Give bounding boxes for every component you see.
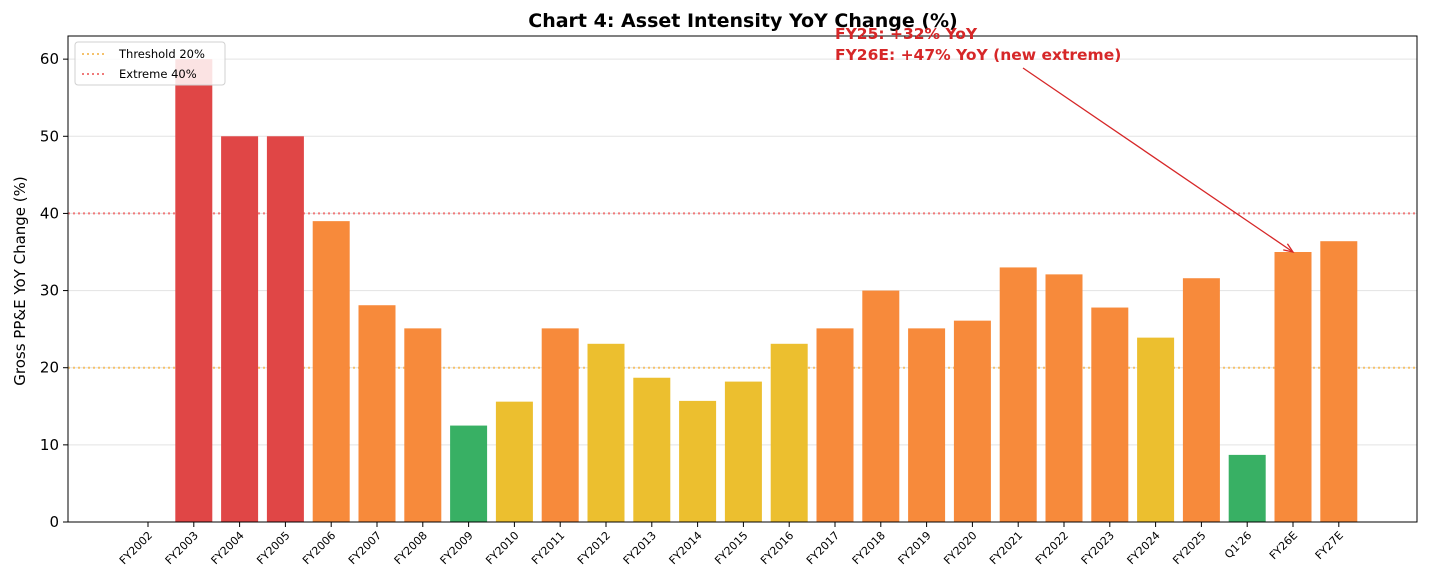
x-tick-label: FY2020 [941,529,979,567]
legend-label: Extreme 40% [119,67,197,81]
y-tick-label: 30 [40,282,59,300]
bar [633,377,671,522]
bar [587,343,625,522]
legend-label: Threshold 20% [118,47,205,61]
y-axis-label: Gross PP&E YoY Change (%) [11,176,29,386]
x-ticks: FY2002 FY2003 FY2004 FY2005 FY2006 FY2007 FY20… [117,522,1346,567]
x-tick-label: FY2022 [1033,529,1071,567]
x-tick-label: FY2012 [575,529,613,567]
bar [358,305,396,522]
bar [1274,252,1312,522]
bar [312,221,350,522]
bar [404,328,442,522]
x-tick-label: FY2011 [529,529,567,567]
y-tick-label: 50 [40,127,59,145]
annotation-arrow [1022,67,1294,253]
x-tick-label: FY2010 [483,529,521,567]
y-tick-label: 60 [40,50,59,68]
x-tick-label: FY2016 [758,529,796,567]
bar [1320,241,1358,522]
bar [541,328,579,522]
bar [175,59,213,523]
y-ticks: 0 10 20 30 40 50 60 [40,50,68,531]
annotation-text: FY25: +32% YoY [835,25,978,43]
x-tick-label: FY2008 [392,529,430,567]
x-tick-label: FY2003 [163,529,201,567]
x-tick-label: FY27E [1313,529,1346,562]
bar [266,136,304,523]
bar [1045,274,1083,522]
x-tick-label: FY2017 [804,529,842,567]
x-tick-label: FY2018 [850,529,888,567]
chart-title: Chart 4: Asset Intensity YoY Change (%) [528,10,957,32]
annotation-arrowhead [1283,243,1295,253]
x-tick-label: FY2025 [1170,529,1208,567]
bar [908,328,946,522]
x-tick-label: Q1'26 [1222,529,1254,561]
x-tick-label: FY2004 [209,529,247,567]
x-tick-label: FY2002 [117,529,155,567]
bar [999,267,1037,522]
x-tick-label: FY2014 [667,529,705,567]
bar [450,425,488,522]
bar [862,290,900,522]
annotation: FY25: +32% YoY FY26E: +47% YoY (new extre… [835,25,1295,253]
y-tick-label: 10 [40,436,59,454]
y-tick-label: 20 [40,359,59,377]
annotation-text: FY26E: +47% YoY (new extreme) [835,46,1121,64]
bar [495,401,533,522]
legend-box [74,41,226,86]
plot-frame [67,35,1418,523]
bar [679,400,717,522]
x-tick-label: FY2015 [712,529,750,567]
bar [816,328,854,522]
bar [221,136,259,523]
bar [770,343,808,522]
x-tick-label: FY2006 [300,529,338,567]
y-tick-label: 0 [49,513,59,531]
x-tick-label: FY2007 [346,529,384,567]
y-tick-label: 40 [40,204,59,222]
x-tick-label: FY2009 [438,529,476,567]
x-tick-label: FY2024 [1125,529,1163,567]
bar [953,320,991,522]
x-tick-label: FY2023 [1079,529,1117,567]
bar [1228,454,1266,522]
x-tick-label: FY2021 [987,529,1025,567]
x-tick-label: FY2019 [896,529,934,567]
bar [724,381,762,522]
x-tick-label: FY26E [1267,529,1300,562]
x-tick-label: FY2013 [621,529,659,567]
bar [1137,337,1175,522]
x-tick-label: FY2005 [254,529,292,567]
bars [175,59,1358,523]
bar [1091,307,1129,522]
legend: Threshold 20% Extreme 40% [74,41,226,86]
bar [1182,278,1220,522]
